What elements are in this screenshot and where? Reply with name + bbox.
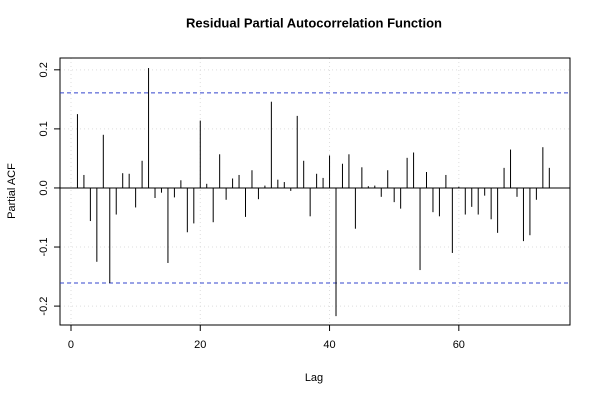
- x-tick-label: 60: [453, 339, 465, 351]
- y-tick-label: -0.2: [38, 297, 50, 316]
- x-tick-label: 40: [323, 339, 335, 351]
- y-tick-label: -0.1: [38, 238, 50, 257]
- plot-frame: [59, 57, 571, 326]
- x-axis-label: Lag: [305, 372, 323, 384]
- y-tick-label: 0.0: [38, 180, 50, 195]
- x-tick-label: 0: [68, 339, 74, 351]
- y-tick-label: 0.1: [38, 121, 50, 136]
- chart-title: Residual Partial Autocorrelation Functio…: [186, 15, 442, 30]
- y-axis-label: Partial ACF: [6, 163, 18, 219]
- x-tick-label: 20: [194, 339, 206, 351]
- y-tick-label: 0.2: [38, 62, 50, 77]
